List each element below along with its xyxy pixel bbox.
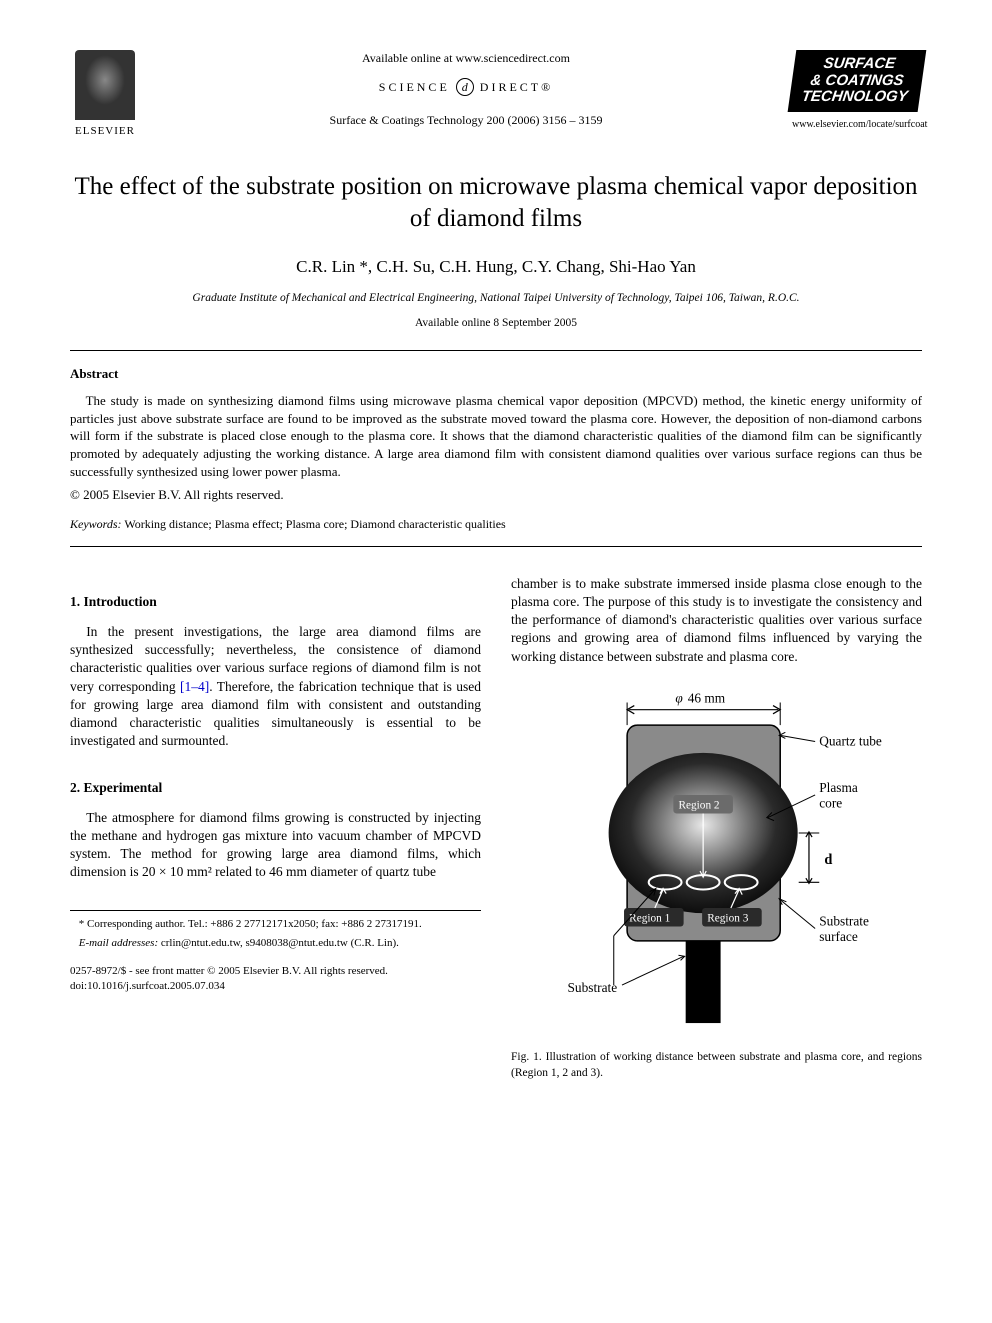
abstract-heading: Abstract <box>70 365 922 383</box>
intro-paragraph: In the present investigations, the large… <box>70 623 481 751</box>
sd-d-icon: d <box>456 78 474 96</box>
fig-substrate-stand <box>686 941 721 1023</box>
footnotes: * Corresponding author. Tel.: +886 2 277… <box>70 910 481 951</box>
abstract-text: The study is made on synthesizing diamon… <box>70 392 922 480</box>
journal-logo-box: SURFACE & COATINGS TECHNOLOGY <box>788 50 927 112</box>
fig-plasma-core-label-l2: core <box>819 795 842 810</box>
fig-substrate-surface-label-l1: Substrate <box>819 913 869 928</box>
fig-width-label: φ <box>675 690 683 705</box>
available-date: Available online 8 September 2005 <box>70 316 922 332</box>
elsevier-logo: ELSEVIER <box>70 50 140 139</box>
journal-logo-line3: TECHNOLOGY <box>797 89 913 106</box>
body-columns: 1. Introduction In the present investiga… <box>70 575 922 1081</box>
page-header: ELSEVIER Available online at www.science… <box>70 50 922 139</box>
doi-line: doi:10.1016/j.surfcoat.2005.07.034 <box>70 979 481 994</box>
abstract-block: Abstract The study is made on synthesizi… <box>70 350 922 547</box>
corr-author-note: * Corresponding author. Tel.: +886 2 277… <box>70 917 481 932</box>
col2-continuation: chamber is to make substrate immersed in… <box>511 575 922 666</box>
header-center: Available online at www.sciencedirect.co… <box>140 50 792 128</box>
fig-quartz-label: Quartz tube <box>819 734 882 749</box>
fig-substrate-surface-label-l2: surface <box>819 929 858 944</box>
sd-left: SCIENCE <box>379 79 450 95</box>
experimental-paragraph: The atmosphere for diamond films growing… <box>70 809 481 882</box>
abstract-copyright: © 2005 Elsevier B.V. All rights reserved… <box>70 486 922 504</box>
fig-substrate-label: Substrate <box>568 980 618 995</box>
journal-logo: SURFACE & COATINGS TECHNOLOGY www.elsevi… <box>792 50 922 131</box>
fig-plasma-core-label-l1: Plasma <box>819 780 858 795</box>
keywords-label: Keywords: <box>70 517 122 531</box>
authors-line: C.R. Lin *, C.H. Su, C.H. Hung, C.Y. Cha… <box>70 256 922 279</box>
fig-d-label: d <box>824 852 832 868</box>
journal-reference: Surface & Coatings Technology 200 (2006)… <box>140 112 792 128</box>
figure-1: φ 46 mm Region 2 <box>511 684 922 1081</box>
citation-link[interactable]: [1–4] <box>180 679 209 694</box>
journal-logo-line2: & COATINGS <box>799 73 915 90</box>
elsevier-text: ELSEVIER <box>70 124 140 139</box>
email-addresses: crlin@ntut.edu.tw, s9408038@ntut.edu.tw … <box>158 937 399 949</box>
email-label: E-mail addresses: <box>79 937 158 949</box>
fig-region1-label: Region 1 <box>629 912 670 924</box>
affiliation: Graduate Institute of Mechanical and Ele… <box>70 291 922 307</box>
fig-width-value: 46 mm <box>688 690 726 705</box>
footer-meta: 0257-8972/$ - see front matter © 2005 El… <box>70 964 481 994</box>
intro-heading: 1. Introduction <box>70 593 481 611</box>
sd-right: DIRECT® <box>480 79 553 95</box>
right-column: chamber is to make substrate immersed in… <box>511 575 922 1081</box>
front-matter-line: 0257-8972/$ - see front matter © 2005 El… <box>70 964 481 979</box>
keywords-line: Keywords: Working distance; Plasma effec… <box>70 516 922 532</box>
journal-logo-line1: SURFACE <box>801 56 917 73</box>
elsevier-tree-icon <box>75 50 135 120</box>
article-title: The effect of the substrate position on … <box>70 171 922 236</box>
experimental-heading: 2. Experimental <box>70 779 481 797</box>
science-direct-logo: SCIENCE d DIRECT® <box>379 78 553 96</box>
figure-1-caption: Fig. 1. Illustration of working distance… <box>511 1050 922 1081</box>
fig-region2-label: Region 2 <box>678 799 719 811</box>
left-column: 1. Introduction In the present investiga… <box>70 575 481 1081</box>
available-online-text: Available online at www.sciencedirect.co… <box>140 50 792 66</box>
fig-region3-label: Region 3 <box>707 912 748 924</box>
email-line: E-mail addresses: crlin@ntut.edu.tw, s94… <box>70 936 481 951</box>
figure-1-svg: φ 46 mm Region 2 <box>511 684 922 1033</box>
journal-url: www.elsevier.com/locate/surfcoat <box>792 118 922 132</box>
keywords-text: Working distance; Plasma effect; Plasma … <box>122 517 506 531</box>
